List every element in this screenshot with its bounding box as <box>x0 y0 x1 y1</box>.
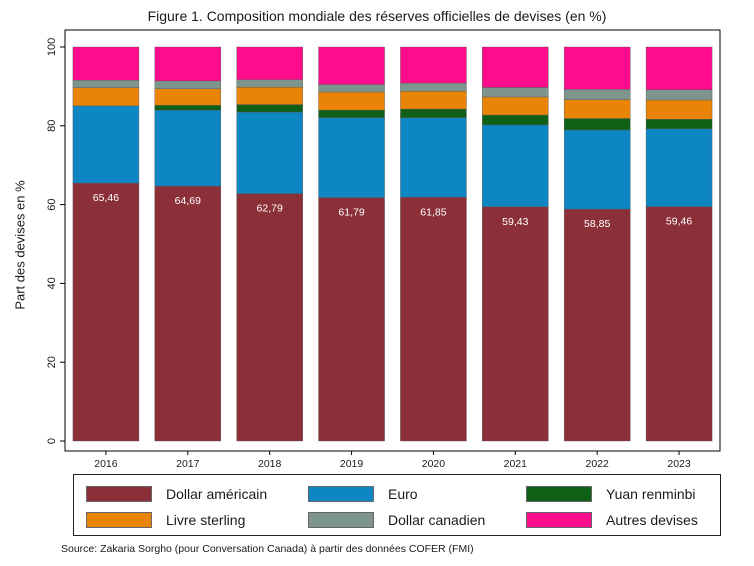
legend-swatch <box>526 486 592 502</box>
legend: Dollar américain Euro Yuan renminbi Livre s… <box>73 474 721 536</box>
bar-segment <box>400 91 467 110</box>
bar-segment <box>563 89 631 100</box>
bar-segment <box>400 197 467 442</box>
bar-segment <box>236 46 303 80</box>
x-tick-label: 2018 <box>258 458 282 470</box>
y-tick-label: 80 <box>46 120 58 132</box>
legend-item: Yuan renminbi <box>526 485 696 503</box>
bar-segment <box>563 208 631 442</box>
bar-data-label: 65,46 <box>93 192 119 204</box>
bar-segment <box>72 80 140 88</box>
y-tick-label: 40 <box>46 277 58 289</box>
bar-segment <box>645 99 713 120</box>
y-tick-label: 100 <box>46 38 58 56</box>
legend-swatch <box>308 486 374 502</box>
bar-data-label: 59,43 <box>502 216 528 228</box>
bar-segment <box>482 124 549 208</box>
x-tick-label: 2016 <box>94 458 118 470</box>
x-tick-label: 2022 <box>586 458 610 470</box>
bar-segment <box>72 87 140 107</box>
legend-label: Autres devises <box>606 512 698 528</box>
legend-item: Dollar américain <box>86 485 267 503</box>
legend-label: Dollar américain <box>166 486 268 502</box>
bar-segment <box>482 206 549 442</box>
bar-segment <box>236 87 303 105</box>
y-tick-label: 60 <box>46 198 58 210</box>
bar-segment <box>72 46 140 81</box>
bar-segment <box>318 197 385 442</box>
legend-swatch <box>308 512 374 528</box>
legend-item: Euro <box>308 485 418 503</box>
plot-area-frame <box>64 29 721 452</box>
bar-segment <box>236 104 303 113</box>
bar-segment <box>154 105 222 111</box>
bar-segment <box>645 206 713 442</box>
bar-data-label: 58,85 <box>584 218 610 230</box>
bar-segment <box>236 79 303 88</box>
legend-item: Autres devises <box>526 511 698 529</box>
legend-item: Dollar canadien <box>308 511 485 529</box>
x-tick-label: 2021 <box>504 458 528 470</box>
bar-segment <box>400 117 467 198</box>
chart-title: Figure 1. Composition mondiale des réser… <box>147 8 607 24</box>
x-tick-label: 2023 <box>667 458 691 470</box>
bar-segment <box>482 87 549 98</box>
legend-swatch <box>86 486 152 502</box>
legend-label: Euro <box>388 486 418 502</box>
bar-segment <box>400 46 467 84</box>
legend-label: Yuan renminbi <box>606 486 696 502</box>
x-tick-label: 2020 <box>422 458 446 470</box>
legend-swatch <box>86 512 152 528</box>
bar-segment <box>645 89 713 101</box>
source-note: Source: Zakaria Sorgho (pour Conversatio… <box>61 543 474 555</box>
bar-segment <box>400 108 467 118</box>
bar-data-label: 61,85 <box>420 206 446 218</box>
bar-segment <box>400 82 467 92</box>
bar-data-label: 64,69 <box>175 195 201 207</box>
bar-segment <box>72 105 140 184</box>
x-tick-label: 2019 <box>340 458 364 470</box>
bar-segment <box>154 88 222 106</box>
bar-data-label: 62,79 <box>257 203 283 215</box>
bar-segment <box>482 114 549 126</box>
bar-segment <box>318 117 385 198</box>
bar-segment <box>645 46 713 90</box>
bar-segment <box>645 119 713 129</box>
y-tick-label: 0 <box>46 438 58 444</box>
bar-segment <box>563 118 631 131</box>
x-tick-label: 2017 <box>176 458 200 470</box>
bar-segment <box>154 46 222 82</box>
bar-segment <box>563 129 631 210</box>
legend-label: Dollar canadien <box>388 512 486 528</box>
bar-segment <box>318 91 385 111</box>
legend-item: Livre sterling <box>86 511 245 529</box>
bar-segment <box>645 128 713 207</box>
bar-data-label: 61,79 <box>338 207 364 219</box>
y-tick-label: 20 <box>46 356 58 368</box>
bar-segment <box>154 109 222 187</box>
bar-segment <box>72 182 140 442</box>
bar-segment <box>563 46 631 90</box>
bar-data-label: 59,46 <box>666 216 692 228</box>
legend-swatch <box>526 512 592 528</box>
bar-segment <box>482 96 549 116</box>
bar-segment <box>318 84 385 93</box>
bar-segment <box>154 80 222 90</box>
bar-segment <box>318 46 385 85</box>
bar-segment <box>318 109 385 118</box>
bar-segment <box>154 185 222 442</box>
bar-segment <box>563 99 631 119</box>
bar-segment <box>236 193 303 442</box>
legend-label: Livre sterling <box>166 512 246 528</box>
bar-segment <box>236 111 303 194</box>
bar-segment <box>482 46 549 88</box>
